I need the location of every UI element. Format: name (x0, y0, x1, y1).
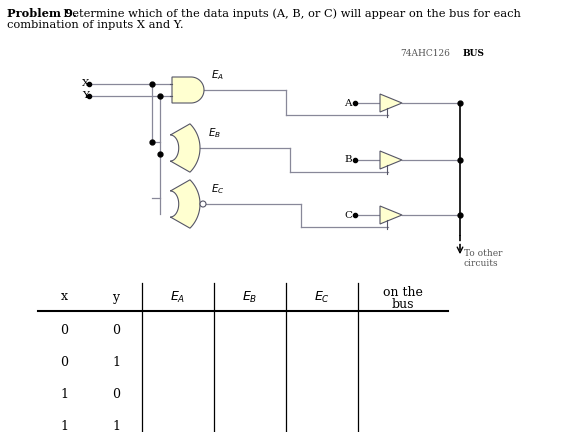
Text: y: y (112, 290, 120, 304)
Text: $\mathit{E}_\mathit{B}$: $\mathit{E}_\mathit{B}$ (208, 126, 221, 140)
Polygon shape (380, 151, 402, 169)
Polygon shape (172, 77, 204, 103)
Circle shape (200, 201, 206, 207)
Text: Y: Y (82, 92, 89, 101)
Text: 0: 0 (60, 324, 68, 337)
Text: B: B (344, 156, 352, 165)
Polygon shape (170, 124, 200, 172)
Text: $\mathit{E}_\mathit{A}$: $\mathit{E}_\mathit{A}$ (211, 68, 224, 82)
Text: 0: 0 (60, 356, 68, 369)
Text: 1: 1 (60, 420, 68, 432)
Text: X: X (81, 79, 89, 89)
Text: 74AHC126: 74AHC126 (400, 49, 450, 58)
Text: $\mathit{E}_\mathit{C}$: $\mathit{E}_\mathit{C}$ (211, 182, 225, 196)
Polygon shape (170, 180, 200, 228)
Text: combination of inputs X and Y.: combination of inputs X and Y. (7, 20, 183, 30)
Text: $E_A$: $E_A$ (170, 289, 186, 305)
Text: 0: 0 (112, 324, 120, 337)
Text: $E_C$: $E_C$ (314, 289, 330, 305)
Text: x: x (61, 290, 68, 304)
Text: To other
circuits: To other circuits (464, 249, 503, 268)
Text: 1: 1 (60, 388, 68, 401)
Text: 1: 1 (112, 356, 120, 369)
Text: on the: on the (383, 286, 423, 299)
Polygon shape (380, 206, 402, 224)
Text: Problem 9.: Problem 9. (7, 8, 77, 19)
Text: A: A (344, 98, 352, 108)
Text: BUS: BUS (463, 49, 485, 58)
Text: $E_B$: $E_B$ (242, 289, 258, 305)
Text: bus: bus (392, 298, 414, 311)
Polygon shape (380, 94, 402, 112)
Text: 0: 0 (112, 388, 120, 401)
Text: Determine which of the data inputs (A, B, or C) will appear on the bus for each: Determine which of the data inputs (A, B… (56, 8, 521, 19)
Text: C: C (344, 210, 352, 219)
Text: 1: 1 (112, 420, 120, 432)
